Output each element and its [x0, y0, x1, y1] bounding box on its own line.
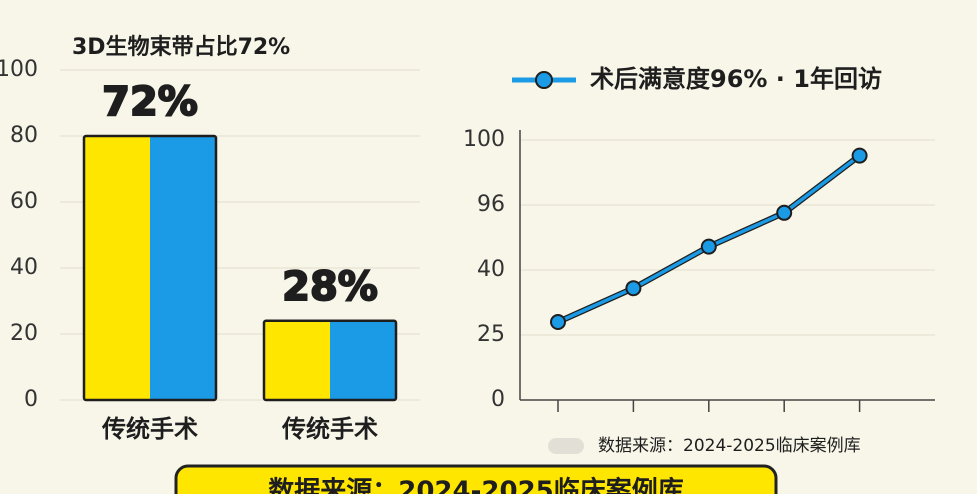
y-tick-label: 60	[10, 189, 38, 214]
legend-marker	[535, 71, 553, 89]
y-tick-label: 0	[491, 387, 505, 412]
point	[550, 314, 566, 330]
x-tick-label: 传统手术	[101, 415, 198, 443]
point	[700, 238, 717, 255]
x-tick-label: 传统手术	[281, 415, 378, 443]
y-tick-label: 20	[10, 321, 38, 346]
y-tick-label: 40	[477, 257, 505, 282]
y-tick-label: 40	[10, 255, 38, 280]
bar-annotation: 72%	[102, 79, 198, 125]
y-tick-label: 80	[10, 123, 38, 148]
y-tick-label: 100	[463, 127, 505, 152]
point	[776, 204, 793, 221]
bar-annotation: 28%	[282, 264, 378, 310]
y-tick-label: 96	[477, 192, 505, 217]
bar-chart-title: 3D生物束带占比72%	[72, 34, 290, 60]
banner-box	[174, 464, 778, 494]
y-tick-label: 0	[24, 387, 38, 412]
point	[851, 147, 868, 164]
y-tick-label: 100	[0, 57, 38, 82]
note-swatch	[548, 438, 584, 454]
y-tick-label: 25	[477, 322, 505, 347]
source-note: 数据来源：2024-2025临床案例库	[598, 436, 861, 456]
bar	[82, 134, 218, 402]
bar	[262, 319, 398, 402]
legend-label: 术后满意度96% · 1年回访	[590, 65, 882, 93]
point	[625, 280, 642, 297]
banner-text: 数据来源：2024-2025临床案例库	[268, 476, 684, 494]
